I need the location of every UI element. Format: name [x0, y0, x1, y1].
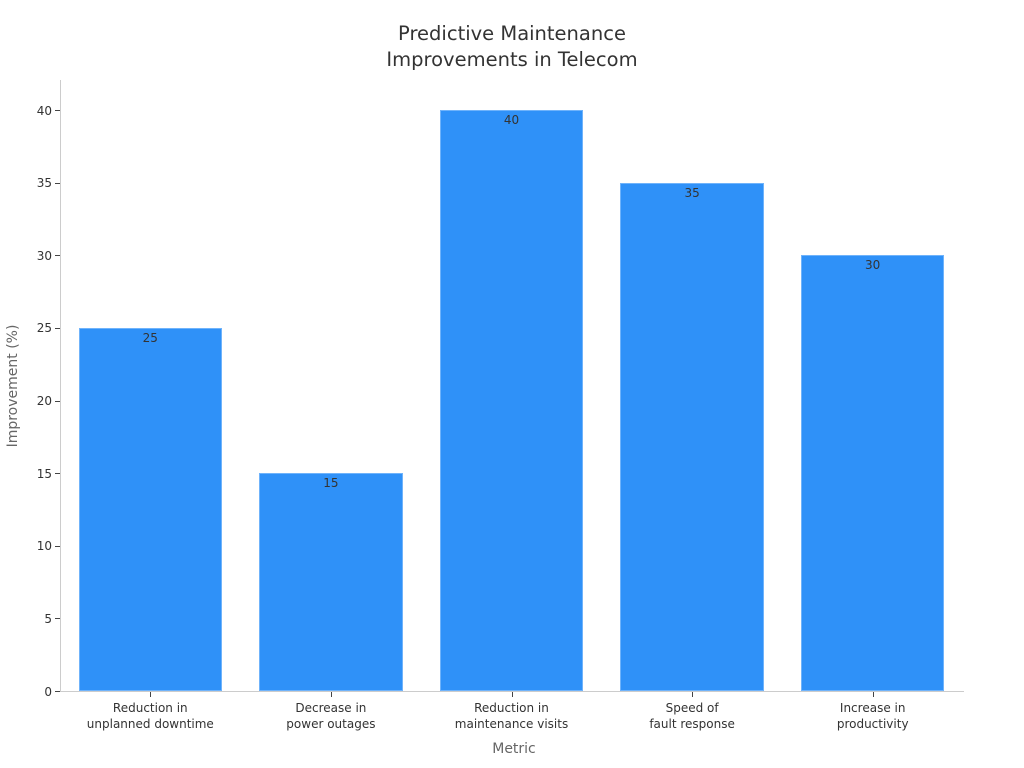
y-tick-mark: [55, 110, 60, 111]
x-tick-label-line: Speed of: [665, 701, 719, 715]
bar: [259, 473, 403, 691]
x-tick-label: Reduction in unplanned downtime: [87, 700, 214, 732]
y-tick-label: 25: [36, 321, 52, 336]
y-tick-mark: [55, 255, 60, 257]
y-tick-label: 10: [36, 539, 52, 554]
y-tick-mark: [55, 182, 60, 184]
x-axis-line: [60, 691, 964, 692]
bar-value-label: 40: [503, 113, 520, 127]
y-tick-label: 40: [36, 103, 52, 118]
x-tick-label-line: Reduction in: [474, 701, 549, 715]
y-tick-mark: [55, 327, 60, 329]
x-tick-mark: [330, 692, 332, 697]
y-axis-title: Improvement (%): [5, 324, 21, 448]
y-tick-label: 15: [36, 466, 52, 481]
bar: [620, 182, 764, 691]
x-tick-mark: [872, 692, 874, 697]
x-tick-label: Speed of fault response: [649, 700, 735, 732]
y-tick-label: 20: [36, 394, 52, 408]
bar-value-label: 25: [142, 330, 158, 345]
x-axis-title: Metric: [492, 741, 536, 757]
bar-value-label: 30: [865, 258, 881, 273]
bar-value-label: 35: [684, 185, 700, 200]
y-tick-mark: [55, 618, 60, 620]
chart-title-line-1: Predictive Maintenance: [398, 22, 626, 45]
x-tick-label: Increase in productivity: [837, 700, 909, 732]
y-tick-label: 5: [44, 611, 52, 626]
y-tick-mark: [55, 400, 60, 402]
chart-title-line-2: Improvements in Telecom: [386, 48, 638, 71]
x-tick-label-line: Reduction in: [112, 701, 188, 715]
x-tick-label: Decrease in power outages: [286, 700, 375, 732]
x-tick-label-line: Decrease in: [295, 701, 367, 715]
bar: [439, 110, 584, 691]
y-tick-label: 0: [44, 684, 52, 699]
y-tick-label: 30: [36, 248, 52, 263]
bar: [800, 255, 945, 691]
y-tick-mark: [55, 691, 60, 692]
x-tick-label-line: productivity: [836, 717, 909, 731]
bar-value-label: 15: [323, 476, 339, 491]
bar: [78, 327, 223, 691]
y-axis-line: [60, 80, 61, 692]
x-tick-label-line: fault response: [649, 717, 735, 731]
x-tick-label-line: unplanned downtime: [86, 717, 214, 731]
x-tick-label-line: power outages: [286, 717, 376, 731]
x-tick-label: Reduction in maintenance visits: [455, 700, 568, 732]
x-tick-label-line: maintenance visits: [454, 717, 569, 731]
x-tick-mark: [692, 692, 694, 697]
x-tick-mark: [150, 692, 152, 697]
chart-title: Predictive Maintenance Improvements in T…: [0, 21, 1024, 73]
y-tick-label: 35: [36, 176, 52, 191]
x-tick-label-line: Increase in: [839, 701, 906, 715]
y-tick-mark: [55, 545, 60, 547]
x-tick-mark: [511, 692, 513, 697]
y-tick-mark: [55, 473, 60, 475]
